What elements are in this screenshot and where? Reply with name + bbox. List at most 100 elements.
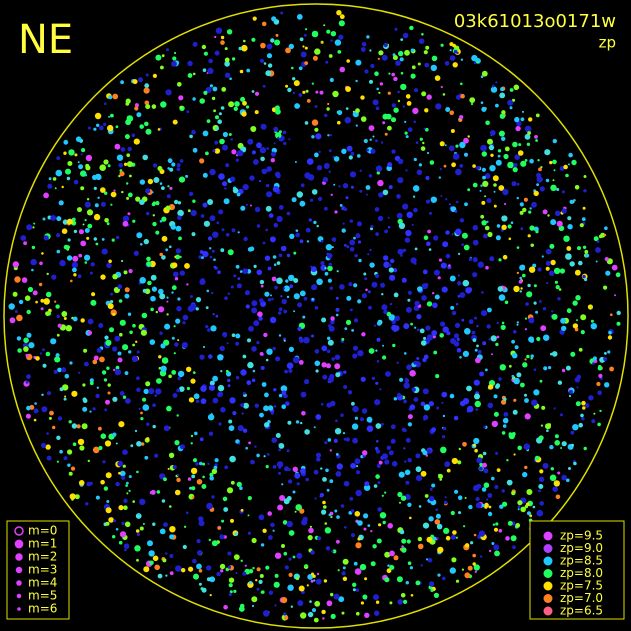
star <box>139 526 144 531</box>
star <box>320 403 324 406</box>
star <box>352 437 358 444</box>
star <box>71 390 78 397</box>
star <box>362 450 368 456</box>
star <box>100 433 107 440</box>
star <box>169 245 172 249</box>
star <box>75 136 82 142</box>
star <box>100 187 106 193</box>
star <box>304 61 309 65</box>
star <box>118 174 121 178</box>
star <box>381 494 384 497</box>
star <box>519 264 526 271</box>
star <box>348 282 353 287</box>
star <box>387 91 391 95</box>
star <box>100 274 106 280</box>
star <box>289 233 295 239</box>
star <box>272 346 276 351</box>
star <box>481 70 488 77</box>
star <box>199 354 205 360</box>
star <box>482 175 486 180</box>
star <box>471 54 478 62</box>
star <box>561 368 566 373</box>
star <box>583 189 587 193</box>
star <box>473 533 477 537</box>
star <box>349 247 355 252</box>
star <box>186 283 189 286</box>
star <box>67 161 73 166</box>
star <box>338 34 344 40</box>
star <box>538 476 545 482</box>
star <box>441 576 446 581</box>
star <box>417 286 423 292</box>
legend-marker <box>14 539 24 549</box>
star <box>419 137 423 141</box>
star <box>578 422 583 428</box>
star <box>441 401 444 404</box>
star <box>322 374 328 380</box>
star <box>603 357 608 361</box>
star <box>144 121 149 127</box>
star <box>421 91 427 97</box>
legend-marker <box>15 566 23 574</box>
star <box>251 90 255 93</box>
star <box>384 551 391 558</box>
star <box>402 105 405 108</box>
star <box>65 325 73 332</box>
star <box>481 220 487 226</box>
star <box>55 304 60 309</box>
star <box>400 71 404 75</box>
star <box>573 461 577 466</box>
star <box>523 443 531 451</box>
star <box>407 458 412 463</box>
star <box>110 292 113 296</box>
star <box>167 167 170 170</box>
star <box>243 402 249 409</box>
star <box>383 42 388 48</box>
star <box>541 255 544 258</box>
star <box>196 399 200 404</box>
star <box>481 291 484 294</box>
star <box>604 382 610 388</box>
star <box>369 262 375 268</box>
star <box>98 125 104 131</box>
star <box>359 563 367 571</box>
star <box>313 426 316 429</box>
star <box>415 466 422 473</box>
legend-label: m=4 <box>28 576 57 590</box>
star <box>207 414 215 421</box>
star <box>295 232 301 238</box>
star <box>143 87 150 94</box>
star <box>445 253 451 259</box>
star <box>572 300 578 306</box>
star <box>292 555 296 559</box>
star <box>487 307 492 313</box>
star <box>332 155 335 158</box>
star <box>152 214 155 217</box>
star <box>342 566 346 570</box>
star <box>105 399 110 405</box>
star <box>293 80 300 87</box>
star <box>335 453 339 456</box>
star <box>107 124 114 132</box>
star <box>598 373 603 378</box>
star <box>235 333 241 339</box>
star <box>492 523 496 526</box>
star <box>228 577 235 583</box>
star <box>143 238 149 245</box>
star <box>164 323 171 330</box>
star <box>335 296 339 300</box>
star <box>416 475 423 482</box>
star <box>259 147 267 154</box>
star <box>407 127 413 133</box>
star <box>416 328 420 332</box>
star <box>474 400 481 408</box>
star <box>61 311 68 317</box>
star <box>313 579 316 582</box>
star <box>168 374 172 379</box>
star <box>331 357 336 361</box>
star <box>303 296 308 301</box>
star <box>128 489 131 492</box>
star <box>214 458 219 463</box>
star <box>112 93 119 100</box>
star <box>54 187 57 190</box>
